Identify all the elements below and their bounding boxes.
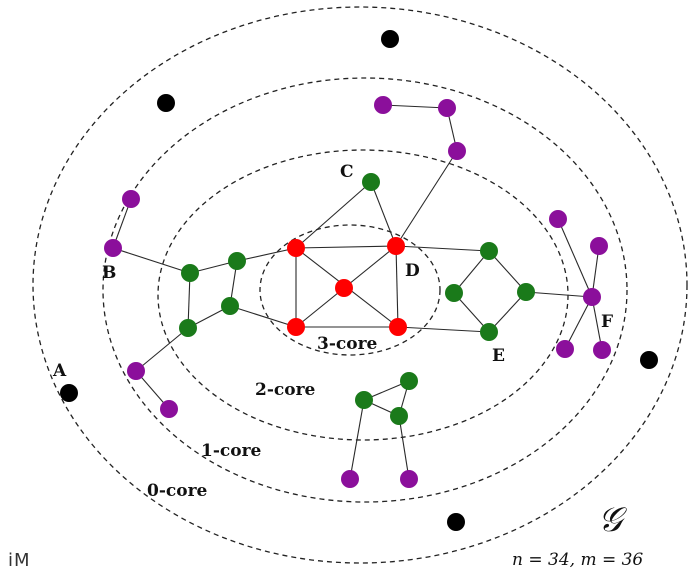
node-core1	[374, 96, 392, 114]
edge	[135, 327, 189, 372]
edge	[564, 296, 593, 350]
edge	[395, 245, 490, 252]
edge	[453, 250, 490, 294]
edge	[295, 245, 397, 249]
ring-3-core	[259, 224, 441, 356]
edge	[382, 104, 448, 109]
core-rings	[32, 6, 688, 564]
node-core1	[549, 210, 567, 228]
node-core1	[590, 237, 608, 255]
node-core0	[381, 30, 399, 48]
edge	[557, 218, 593, 298]
node-core1	[583, 288, 601, 306]
core-labels: 3-core 2-core 1-core 0-core	[147, 334, 378, 501]
edge	[370, 181, 397, 247]
ring-1-core	[102, 77, 628, 503]
node-core2	[181, 264, 199, 282]
graph-symbol: 𝒢	[598, 500, 627, 540]
edge	[397, 326, 490, 333]
node-core1	[400, 470, 418, 488]
ring-0-core	[32, 6, 688, 564]
core-label-1: 1-core	[201, 441, 262, 461]
node-core3	[389, 318, 407, 336]
core-label-2: 2-core	[255, 380, 316, 400]
node-core0	[157, 94, 175, 112]
node-core0	[60, 384, 78, 402]
watermark-logo: iM	[8, 550, 31, 571]
node-core0	[640, 351, 658, 369]
node-core1	[160, 400, 178, 418]
edge	[187, 272, 191, 329]
edge	[229, 305, 297, 328]
edge	[395, 150, 458, 247]
node-core2	[390, 407, 408, 425]
node-core2	[400, 372, 418, 390]
node-core2	[480, 323, 498, 341]
node-core2	[517, 283, 535, 301]
node-label-a: A	[52, 361, 67, 381]
nodes	[60, 30, 658, 531]
node-core1	[127, 362, 145, 380]
node-core2	[355, 391, 373, 409]
node-core1	[341, 470, 359, 488]
node-labels: A B C D E F	[52, 162, 613, 381]
node-core1	[448, 142, 466, 160]
node-core2	[179, 319, 197, 337]
node-core1	[556, 340, 574, 358]
edge	[525, 291, 593, 298]
node-core3	[335, 279, 353, 297]
edge	[349, 399, 365, 480]
node-core1	[104, 239, 122, 257]
node-core2	[362, 173, 380, 191]
node-core1	[593, 341, 611, 359]
node-label-c: C	[340, 162, 354, 182]
edge	[236, 247, 297, 262]
edge	[112, 247, 191, 274]
node-label-d: D	[405, 261, 420, 281]
graph-stats: n = 34, m = 36	[512, 550, 643, 570]
node-core2	[228, 252, 246, 270]
node-core0	[447, 513, 465, 531]
edge	[295, 181, 372, 249]
node-label-f: F	[601, 312, 613, 332]
node-core1	[122, 190, 140, 208]
node-core3	[387, 237, 405, 255]
core-label-3: 3-core	[317, 334, 378, 354]
core-label-0: 0-core	[147, 481, 208, 501]
node-label-e: E	[492, 346, 505, 366]
node-core2	[445, 284, 463, 302]
edge	[395, 245, 399, 328]
edge	[398, 415, 410, 480]
node-core3	[287, 318, 305, 336]
edge	[488, 250, 527, 293]
node-label-b: B	[102, 263, 116, 283]
node-core2	[480, 242, 498, 260]
node-core2	[221, 297, 239, 315]
node-core3	[287, 239, 305, 257]
node-core1	[438, 99, 456, 117]
edge	[488, 291, 527, 333]
